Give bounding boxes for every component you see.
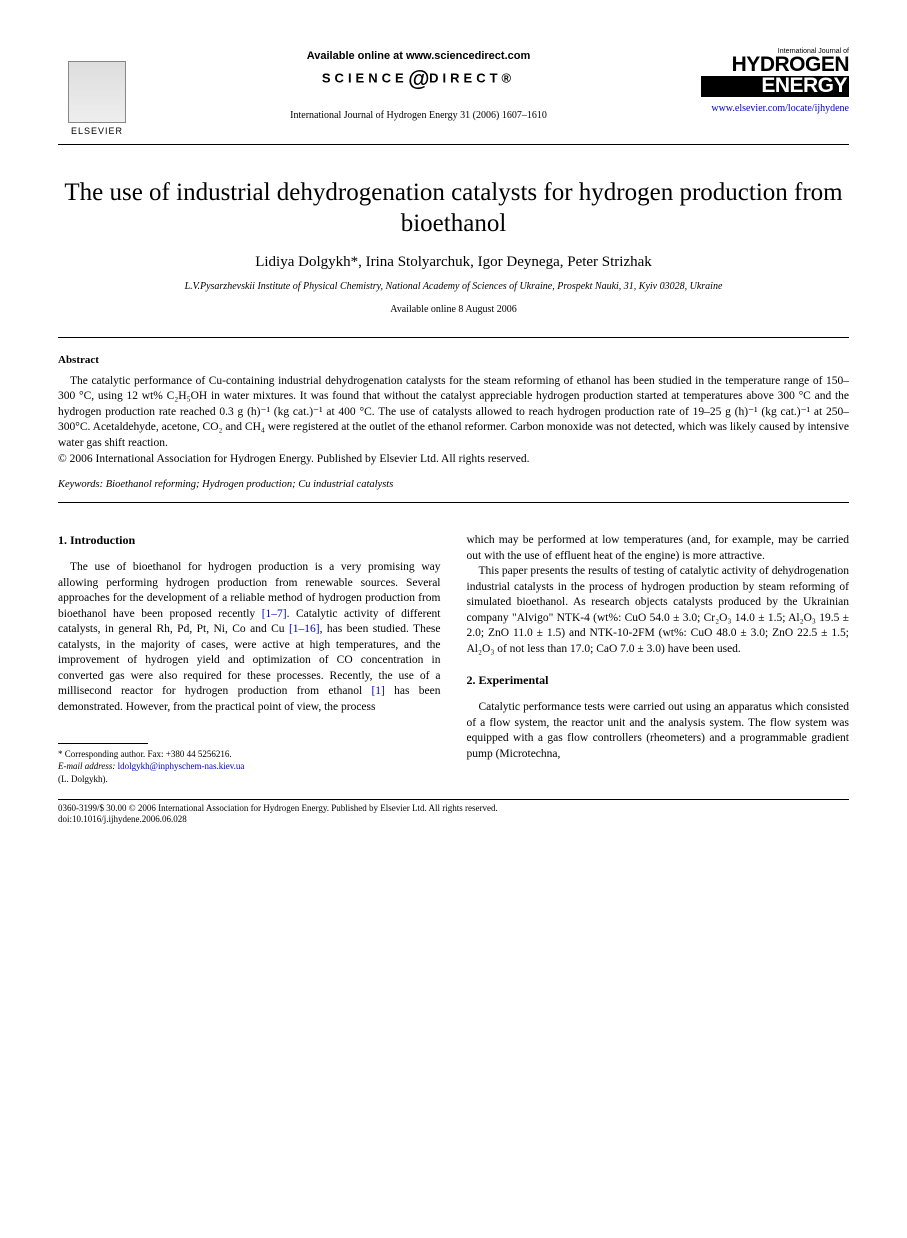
corresponding-author-footnote: * Corresponding author. Fax: +380 44 525…	[58, 748, 441, 784]
footer-copyright: 0360-3199/$ 30.00 © 2006 International A…	[58, 803, 849, 815]
hydrogen-line2: ENERGY	[701, 76, 849, 97]
keywords-label: Keywords:	[58, 479, 103, 490]
body-columns: 1. Introduction The use of bioethanol fo…	[58, 533, 849, 785]
footnote-name: (L. Dolgykh).	[58, 773, 441, 785]
footer-rule	[58, 799, 849, 800]
hydrogen-main-label: HYDROGEN ENERGY	[701, 56, 849, 97]
intro-heading: 1. Introduction	[58, 533, 441, 548]
authors-list: Lidiya Dolgykh*, Irina Stolyarchuk, Igor…	[58, 254, 849, 271]
column-left: 1. Introduction The use of bioethanol fo…	[58, 533, 441, 785]
elsevier-logo: ELSEVIER	[58, 48, 136, 136]
article-title: The use of industrial dehydrogenation ca…	[58, 177, 849, 240]
citation-link-2[interactable]: [1–16]	[289, 623, 320, 635]
header-rule	[58, 144, 849, 145]
available-online-text: Available online at www.sciencedirect.co…	[136, 50, 701, 62]
footnote-corr: * Corresponding author. Fax: +380 44 525…	[58, 748, 441, 760]
col2-paragraph-1: which may be performed at low temperatur…	[467, 533, 850, 564]
sd-at-icon: @	[408, 66, 429, 92]
hydrogen-energy-logo: International Journal of HYDROGEN ENERGY…	[701, 48, 849, 114]
footnote-rule	[58, 743, 148, 744]
abstract-block: Abstract The catalytic performance of Cu…	[58, 337, 849, 504]
citation-link-3[interactable]: [1]	[371, 685, 384, 697]
col2-paragraph-2: This paper presents the results of testi…	[467, 564, 850, 657]
footnote-email-label: E-mail address:	[58, 761, 115, 771]
header-row: ELSEVIER Available online at www.science…	[58, 48, 849, 136]
hydrogen-line1: HYDROGEN	[701, 56, 849, 75]
keywords-line: Keywords: Bioethanol reforming; Hydrogen…	[58, 479, 849, 490]
elsevier-label: ELSEVIER	[71, 126, 123, 136]
journal-url-link[interactable]: www.elsevier.com/locate/ijhydene	[701, 103, 849, 114]
sd-part2: DIRECT®	[429, 70, 515, 85]
journal-reference: International Journal of Hydrogen Energy…	[136, 110, 701, 121]
affiliation: L.V.Pysarzhevskii Institute of Physical …	[58, 281, 849, 292]
footnote-email-line: E-mail address: ldolgykh@inphyschem-nas.…	[58, 760, 441, 772]
footer-block: 0360-3199/$ 30.00 © 2006 International A…	[58, 803, 849, 826]
citation-link-1[interactable]: [1–7]	[262, 608, 287, 620]
abstract-copyright: © 2006 International Association for Hyd…	[58, 453, 849, 465]
sd-part1: SCIENCE	[322, 70, 408, 85]
column-right: which may be performed at low temperatur…	[467, 533, 850, 785]
footnote-email-link[interactable]: ldolgykh@inphyschem-nas.kiev.ua	[118, 761, 245, 771]
header-center: Available online at www.sciencedirect.co…	[136, 48, 701, 121]
intro-paragraph: The use of bioethanol for hydrogen produ…	[58, 560, 441, 715]
elsevier-tree-icon	[68, 61, 126, 123]
footer-doi: doi:10.1016/j.ijhydene.2006.06.028	[58, 814, 849, 826]
available-date: Available online 8 August 2006	[58, 304, 849, 315]
abstract-text: The catalytic performance of Cu-containi…	[58, 374, 849, 452]
sciencedirect-logo: SCIENCE@DIRECT®	[136, 66, 701, 92]
experimental-paragraph: Catalytic performance tests were carried…	[467, 700, 850, 762]
abstract-heading: Abstract	[58, 354, 849, 366]
experimental-heading: 2. Experimental	[467, 673, 850, 688]
keywords-text: Bioethanol reforming; Hydrogen productio…	[106, 479, 394, 490]
